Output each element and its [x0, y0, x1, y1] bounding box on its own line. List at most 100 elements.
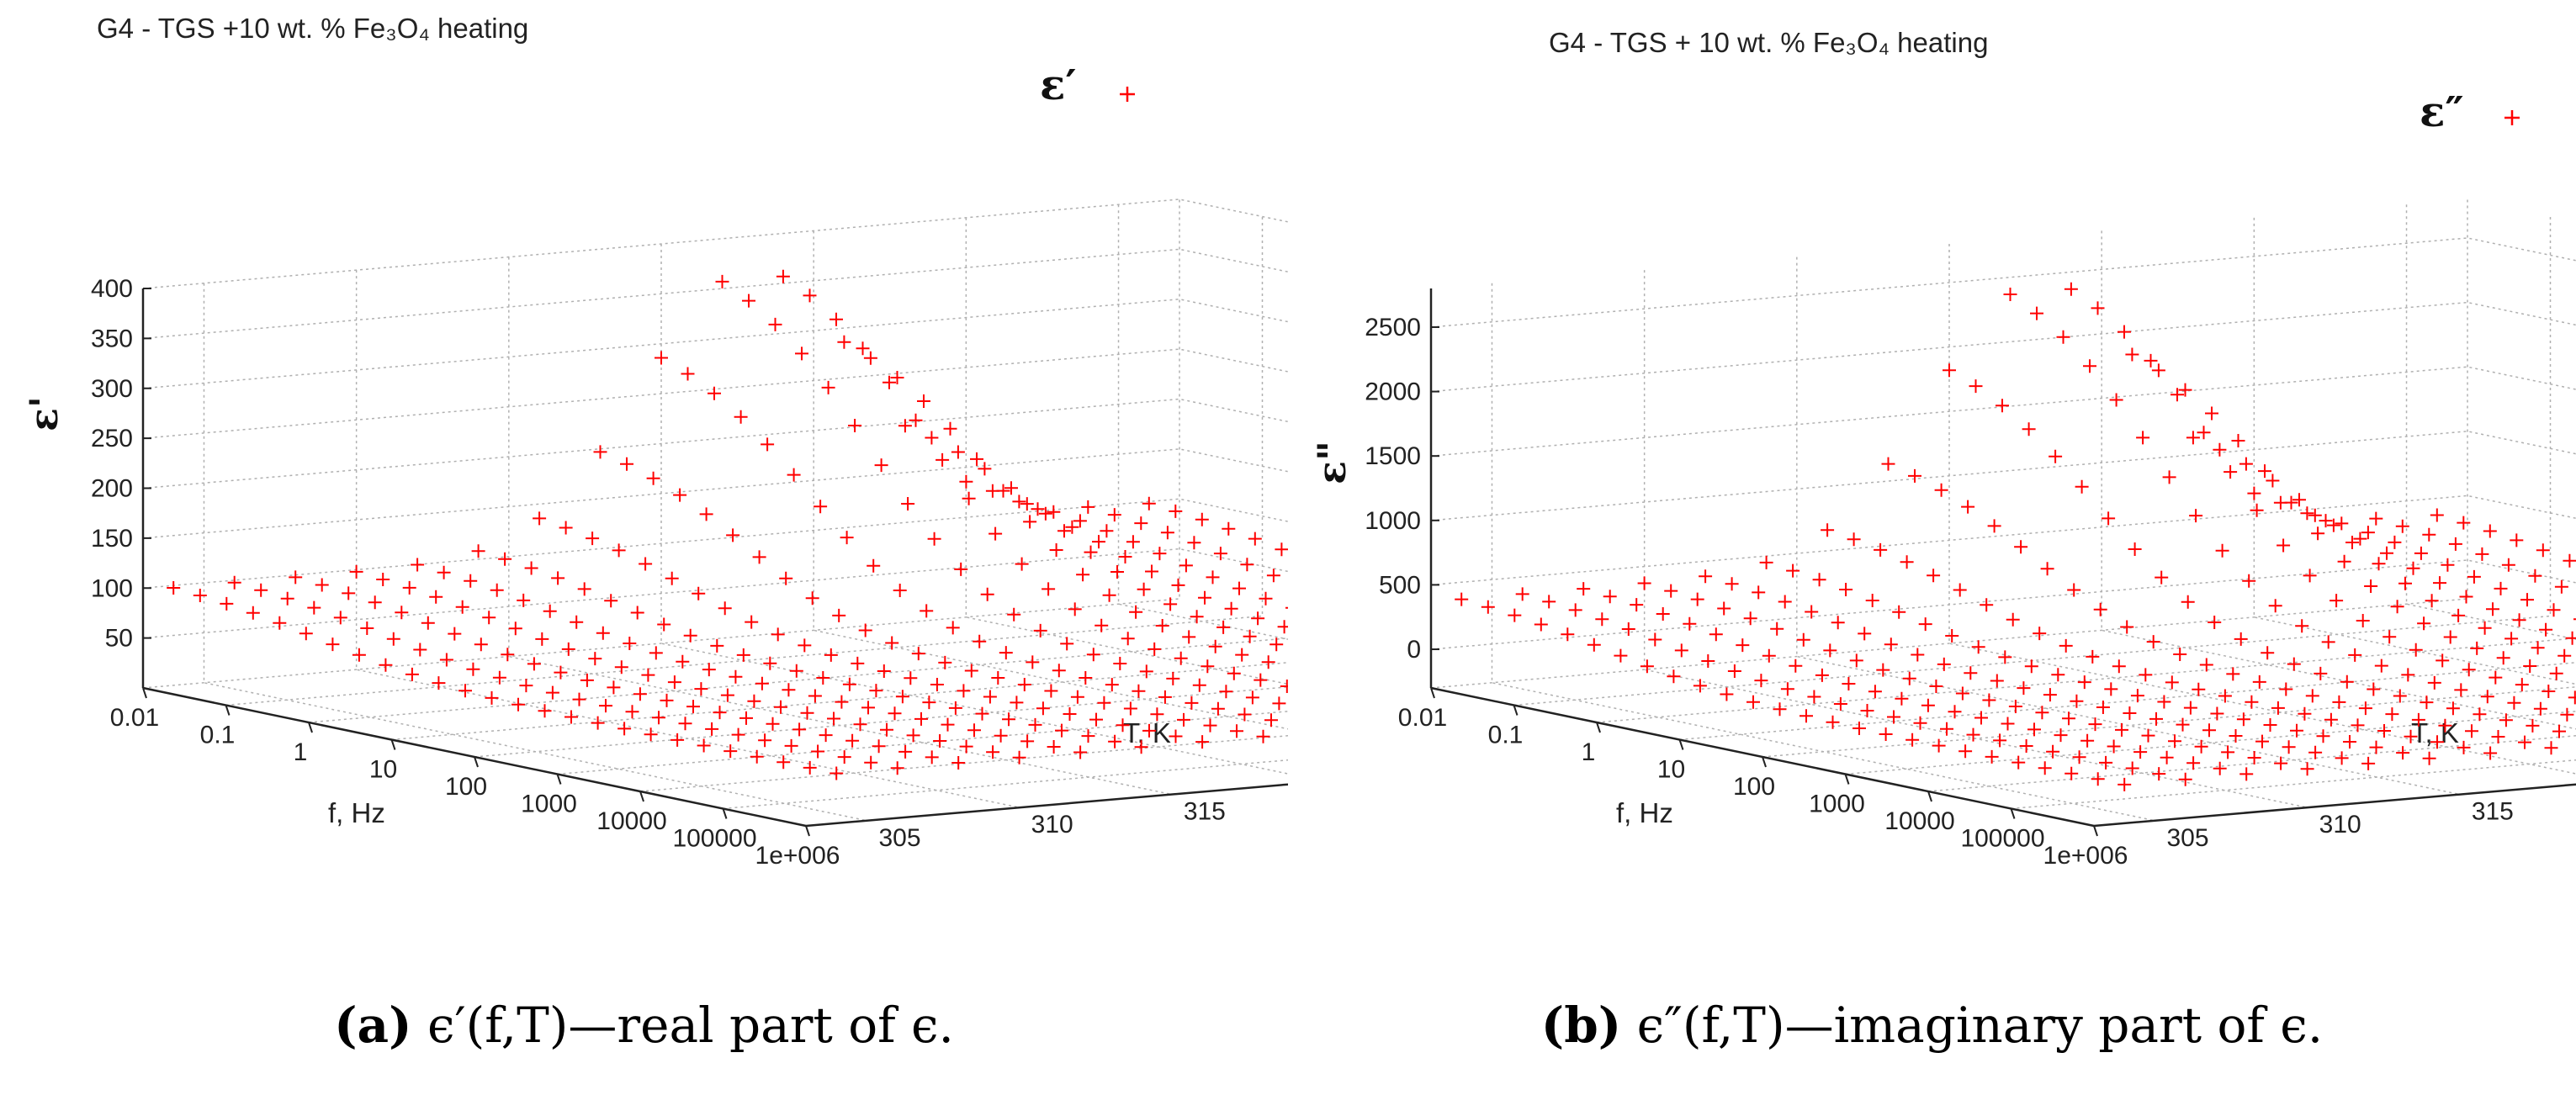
data-point	[1987, 519, 2001, 533]
data-point	[2496, 651, 2510, 665]
data-point	[832, 608, 846, 622]
grid-line-t	[355, 270, 1020, 808]
data-point	[1640, 659, 1654, 674]
data-point	[708, 386, 721, 400]
data-point	[2536, 543, 2550, 558]
data-point	[1275, 542, 1288, 557]
data-point	[2422, 527, 2436, 542]
data-point	[289, 570, 303, 585]
data-point	[1709, 627, 1723, 642]
data-point	[863, 351, 877, 365]
data-point	[2549, 666, 2563, 680]
data-point	[501, 648, 515, 662]
data-point	[673, 488, 687, 502]
data-point	[1171, 578, 1185, 592]
y-axis-line	[2093, 783, 2576, 828]
data-point	[2542, 685, 2556, 698]
grid-line-z	[142, 298, 1288, 389]
data-point	[1245, 690, 1259, 705]
data-point	[1895, 691, 1909, 706]
grid-line-z	[1430, 237, 2576, 328]
data-point	[1752, 585, 1766, 600]
data-point	[1911, 648, 1925, 662]
data-point	[1222, 521, 1236, 536]
data-point	[911, 647, 925, 661]
data-point	[1868, 685, 1882, 699]
data-point	[1812, 573, 1826, 587]
data-point	[2417, 616, 2431, 631]
z-tick-label: 1500	[1365, 442, 1421, 470]
x-tick	[474, 756, 479, 768]
x-tick-label: 1	[294, 738, 308, 766]
data-point	[1961, 500, 1975, 514]
data-point	[2162, 470, 2176, 484]
data-point	[821, 380, 835, 394]
data-point	[2504, 632, 2519, 646]
data-point	[2083, 359, 2096, 373]
data-point	[2499, 713, 2513, 727]
data-point	[895, 690, 909, 704]
data-point	[927, 532, 941, 546]
data-point	[1821, 523, 1835, 537]
grid-line-z	[142, 548, 1288, 639]
data-point	[1701, 654, 1715, 668]
data-point	[1980, 598, 1994, 612]
data-point	[2406, 561, 2420, 575]
data-point	[710, 638, 724, 653]
data-point	[2202, 723, 2216, 738]
data-point	[2054, 728, 2068, 743]
data-point	[2218, 689, 2232, 703]
x-tick	[1430, 687, 1435, 699]
x-tick	[805, 825, 810, 837]
data-point	[1746, 695, 1760, 709]
data-point	[2247, 751, 2261, 764]
data-point	[1773, 702, 1787, 717]
data-point	[2224, 465, 2238, 479]
data-point	[437, 565, 451, 579]
data-point	[736, 648, 750, 662]
data-point	[872, 739, 886, 754]
data-point	[2277, 538, 2291, 553]
data-point	[492, 670, 506, 685]
x-tick-label: 0.01	[1398, 704, 1447, 732]
data-point	[448, 627, 462, 641]
data-point	[1155, 619, 1169, 632]
data-point	[999, 646, 1013, 660]
data-point	[986, 745, 1000, 759]
z-tick-label: 1000	[1365, 507, 1421, 535]
data-point	[1145, 564, 1158, 579]
data-point	[914, 711, 928, 726]
data-point	[2311, 526, 2325, 541]
data-point	[2003, 288, 2017, 301]
data-point	[2040, 562, 2054, 576]
data-point	[1216, 620, 1231, 634]
data-point	[220, 596, 234, 611]
data-point	[2165, 675, 2179, 690]
data-point	[352, 648, 366, 662]
data-point	[837, 750, 851, 764]
data-point	[1110, 565, 1124, 579]
grid-line-f	[1679, 662, 2576, 741]
grid-line-t	[2405, 204, 2576, 640]
data-point	[1134, 740, 1148, 754]
data-point	[2353, 532, 2367, 546]
data-point	[1105, 678, 1119, 692]
data-point	[1839, 583, 1853, 596]
data-point	[2526, 718, 2540, 733]
data-point	[1272, 696, 1286, 711]
data-point	[718, 601, 732, 616]
data-point	[490, 583, 504, 597]
data-point	[2443, 630, 2457, 644]
y-tick-label: 305	[878, 824, 920, 852]
data-point	[2077, 675, 2091, 690]
data-point	[2215, 543, 2229, 558]
data-point	[2125, 347, 2139, 362]
x-tick	[722, 808, 728, 819]
data-point	[1142, 496, 1156, 510]
data-point	[2091, 301, 2105, 315]
data-point	[848, 419, 862, 432]
data-point	[1185, 696, 1199, 710]
data-point	[2557, 648, 2572, 663]
data-point	[1044, 684, 1058, 698]
data-point	[1190, 610, 1204, 624]
